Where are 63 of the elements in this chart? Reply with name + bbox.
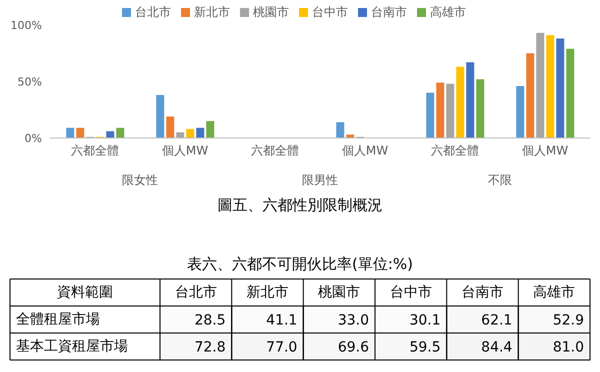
y-tick-label: 50%	[18, 75, 42, 88]
bar	[516, 86, 524, 138]
data-label: 59.5	[409, 340, 441, 356]
bar	[466, 62, 474, 138]
x-tick-label: 桃園市	[318, 284, 360, 300]
data-label: 72.8	[194, 340, 226, 356]
x-tick-label: 台南市	[462, 284, 504, 300]
y-tick-label: 全體租屋市場	[16, 312, 100, 328]
bar	[116, 128, 124, 138]
x-tick-label: 新北市	[246, 284, 288, 300]
x-tick-label: 六都全體	[431, 144, 479, 158]
bar	[166, 116, 174, 138]
y-tick-label: 基本工資租屋市場	[16, 338, 128, 354]
x-tick-label: 個人MW	[342, 144, 388, 158]
x-tick-label: 六都全體	[71, 144, 119, 158]
text: 不限	[487, 172, 513, 189]
bar	[206, 121, 214, 138]
data-label: 69.6	[338, 340, 370, 356]
bar	[106, 131, 114, 138]
data-label: 41.1	[266, 312, 298, 328]
y-tick-label: 0%	[24, 132, 42, 145]
bar	[446, 84, 454, 138]
bar	[476, 79, 484, 138]
data-label: 77.0	[266, 340, 298, 356]
bar	[426, 92, 434, 138]
x-tick-label: 高雄市	[533, 284, 576, 300]
y-axis-title: 資料範圍	[57, 284, 113, 300]
data-label: 81.0	[552, 340, 584, 356]
x-tick-label: 台中市	[390, 284, 432, 300]
data-label: 84.4	[481, 340, 512, 356]
data-label: 33.0	[338, 312, 369, 328]
x-tick-label: 個人MW	[522, 144, 568, 158]
bar	[66, 128, 74, 138]
legend-label: 台南市	[371, 5, 407, 19]
data-label: 28.5	[194, 312, 226, 328]
legend-label: 高雄市	[430, 5, 466, 19]
bar	[556, 38, 564, 138]
data-label: 62.1	[481, 312, 512, 328]
x-tick-label: 六都全體	[251, 144, 299, 158]
x-tick-label: 個人MW	[162, 144, 208, 158]
bar	[436, 82, 444, 138]
bar	[526, 53, 534, 138]
legend-label: 桃園市	[253, 5, 289, 19]
bar	[76, 128, 84, 138]
text: 限女性	[121, 172, 159, 189]
data-label: 30.1	[409, 312, 441, 328]
legend-label: 台北市	[135, 5, 171, 19]
bar	[566, 48, 574, 138]
data-label: 52.9	[552, 312, 584, 328]
bar	[196, 128, 204, 138]
x-tick-label: 台北市	[174, 284, 217, 300]
bar	[156, 95, 164, 138]
bar	[536, 32, 544, 138]
bar	[336, 122, 344, 138]
bar	[456, 66, 464, 138]
bar	[546, 35, 554, 138]
chart-title: 表六、六都不可開伙比率(單位:%)	[186, 255, 414, 274]
legend-label: 台中市	[312, 5, 348, 19]
text: 圖五、六都性別限制概況	[216, 196, 384, 215]
text: 限男性	[301, 172, 339, 189]
legend-label: 新北市	[194, 5, 230, 19]
y-tick-label: 100%	[10, 18, 42, 32]
bar	[186, 128, 194, 138]
